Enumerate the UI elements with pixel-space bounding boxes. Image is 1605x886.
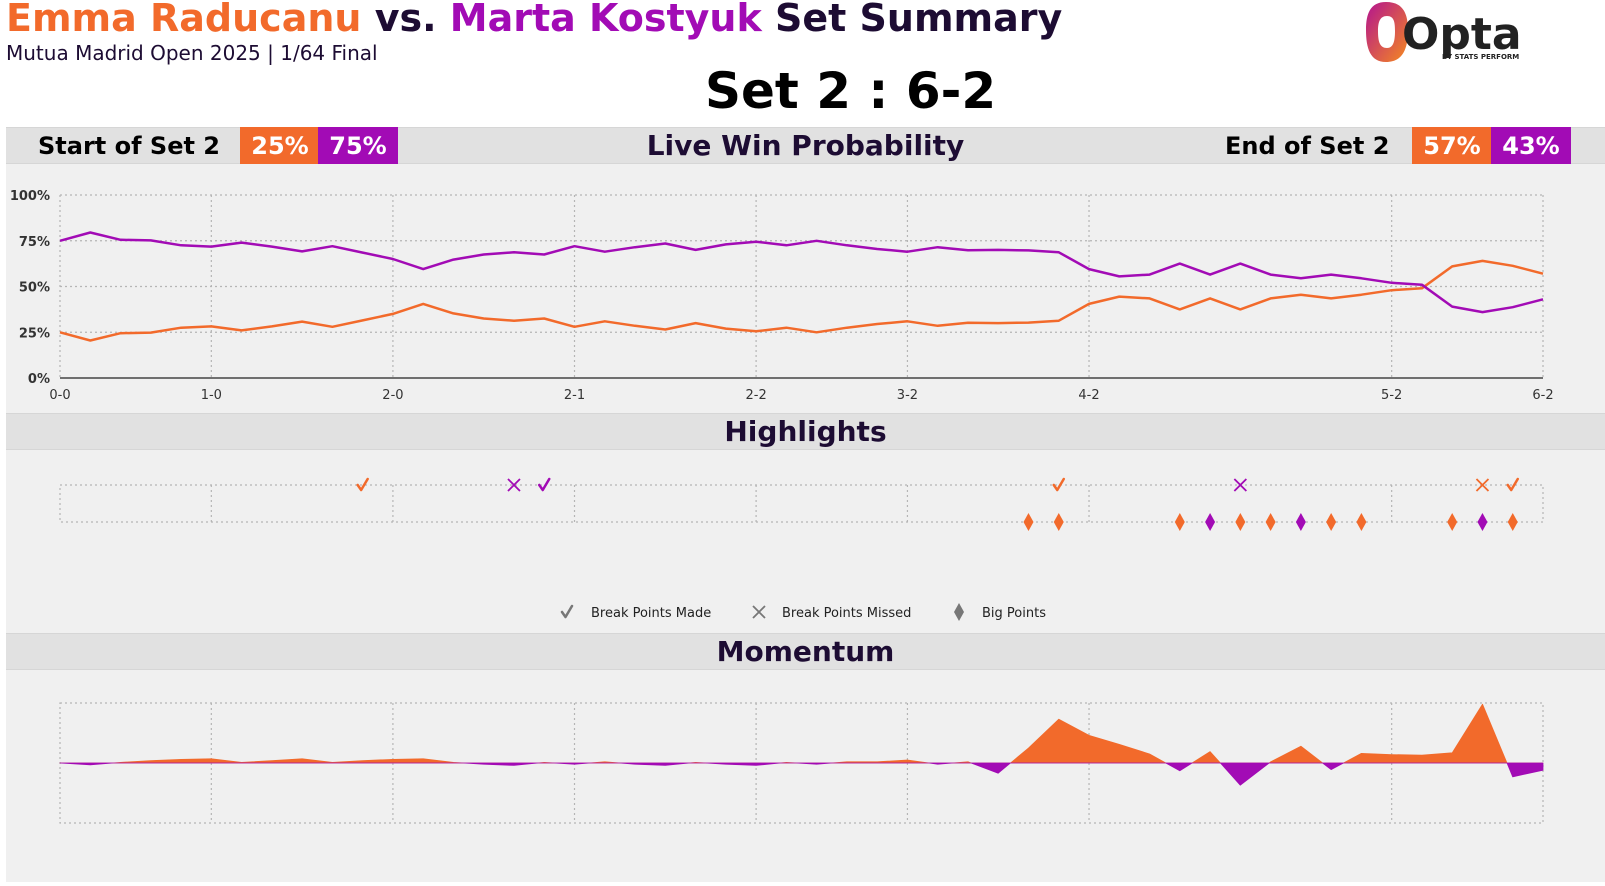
legend-cross-icon [752, 605, 766, 619]
end-of-set-label: End of Set 2 [1225, 132, 1390, 160]
highlights-title: Highlights [724, 415, 887, 448]
break-point-made-marker [356, 477, 369, 492]
x-tick-label: 2-2 [745, 388, 766, 403]
win-probability-chart: 0% 25% 50% 75% 100% 0-0 1-0 2-0 2-1 2-2 3-2 4-2 5-2 6… [10, 189, 1554, 403]
break-point-missed-marker [1233, 478, 1247, 492]
momentum-title: Momentum [716, 635, 895, 668]
momentum-chart [59, 702, 1544, 824]
momentum-area-player1 [59, 703, 1544, 764]
big-point-marker [1053, 513, 1064, 531]
momentum-area-player2 [59, 762, 1544, 786]
x-tick-label: 2-0 [382, 388, 403, 403]
break-point-missed-marker [1475, 478, 1490, 492]
match-subtitle: Mutua Madrid Open 2025 | 1/64 Final [6, 41, 378, 65]
y-tick-label: 25% [19, 326, 50, 341]
y-tick-label: 100% [10, 189, 50, 204]
opta-logo: Opta BY STATS PERFORM [1366, 2, 1522, 62]
break-point-made-marker [1052, 477, 1066, 492]
logo-subtext: BY STATS PERFORM [1442, 53, 1519, 61]
x-tick-label: 2-1 [564, 388, 585, 403]
legend-diamond-icon [954, 603, 964, 621]
momentum-panel [6, 670, 1605, 882]
big-point-marker [1174, 513, 1185, 531]
x-tick-label: 1-0 [201, 388, 222, 403]
big-point-marker [1023, 513, 1034, 531]
momentum-band: Momentum [6, 633, 1605, 670]
x-tick-label: 0-0 [49, 388, 70, 403]
end-p2-prob: 43% [1491, 127, 1571, 165]
big-point-marker [1265, 513, 1276, 531]
vs-text: vs. [374, 0, 437, 40]
big-point-marker [1477, 513, 1488, 531]
series-line [59, 259, 1544, 342]
player1-name: Emma Raducanu [6, 0, 362, 40]
win-probability-panel: 0% 25% 50% 75% 100% 0-0 1-0 2-0 2-1 2-2 3-2 4-2 5-2 6… [6, 164, 1605, 414]
break-point-made-marker [537, 477, 551, 492]
start-of-set-label: Start of Set 2 [38, 132, 220, 160]
highlights-panel: Break Points Made Break Points Missed Big … [6, 450, 1605, 634]
title-suffix: Set Summary [774, 0, 1063, 40]
legend-made-label: Break Points Made [591, 606, 711, 621]
break-point-missed-marker [507, 478, 521, 492]
highlights-band: Highlights [6, 413, 1605, 450]
set-score: Set 2 : 6-2 [705, 62, 997, 120]
series-line [59, 231, 1544, 314]
start-p1-prob: 25% [240, 127, 320, 165]
start-p2-prob: 75% [318, 127, 398, 165]
opta-mark-icon [1366, 2, 1408, 62]
big-point-marker [1447, 513, 1458, 531]
end-p1-prob: 57% [1412, 127, 1492, 165]
big-point-marker [1356, 513, 1367, 531]
x-tick-label: 6-2 [1532, 388, 1553, 403]
x-tick-label: 3-2 [897, 388, 918, 403]
big-point-marker [1205, 513, 1216, 531]
y-tick-label: 50% [19, 281, 50, 296]
logo-text: Opta [1402, 9, 1522, 60]
legend-missed-label: Break Points Missed [782, 606, 911, 621]
x-tick-label: 4-2 [1078, 388, 1099, 403]
break-point-made-marker [1506, 477, 1519, 492]
big-point-marker [1235, 513, 1246, 531]
legend-big-label: Big Points [982, 606, 1046, 621]
big-point-marker [1326, 513, 1337, 531]
player2-name: Marta Kostyuk [449, 0, 762, 40]
win-probability-band: Start of Set 2 25% 75% Live Win Probabil… [6, 127, 1605, 165]
y-tick-label: 0% [28, 372, 50, 387]
big-point-marker [1295, 513, 1306, 531]
big-point-marker [1507, 513, 1518, 531]
x-tick-label: 5-2 [1381, 388, 1402, 403]
y-tick-label: 75% [19, 235, 50, 250]
highlights-grid-frame [59, 484, 1544, 523]
win-probability-title: Live Win Probability [646, 129, 965, 162]
chart-title: Emma Raducanu vs. Marta Kostyuk Set Summ… [6, 0, 1062, 40]
legend-check-icon [560, 604, 574, 619]
highlights-chart: Break Points Made Break Points Missed Big … [59, 477, 1544, 621]
